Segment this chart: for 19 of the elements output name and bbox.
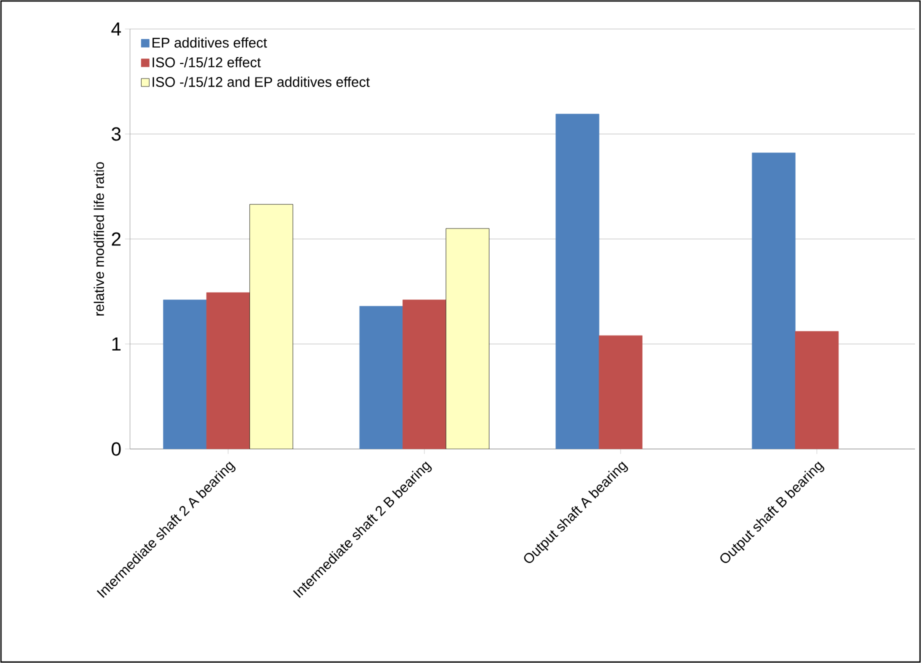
y-tick-label: 3 [112, 127, 121, 141]
bar [163, 300, 207, 449]
legend-label: ISO -/15/12 effect [152, 57, 261, 68]
bar [556, 114, 600, 449]
y-tick-label: 0 [112, 442, 121, 456]
y-tick-label: 2 [112, 232, 121, 246]
bar [359, 306, 403, 449]
bar [752, 152, 796, 449]
bar [250, 204, 294, 449]
legend-label: ISO -/15/12 and EP additives effect [152, 76, 370, 87]
bar [446, 228, 490, 449]
bar [795, 331, 839, 449]
legend-label: EP additives effect [152, 37, 268, 48]
y-tick-label: 1 [112, 337, 121, 351]
bar [402, 300, 446, 449]
y-axis-title: relative modified life ratio [94, 162, 104, 316]
y-tick-label: 4 [111, 22, 121, 36]
bar [206, 292, 250, 449]
bar [598, 335, 642, 449]
